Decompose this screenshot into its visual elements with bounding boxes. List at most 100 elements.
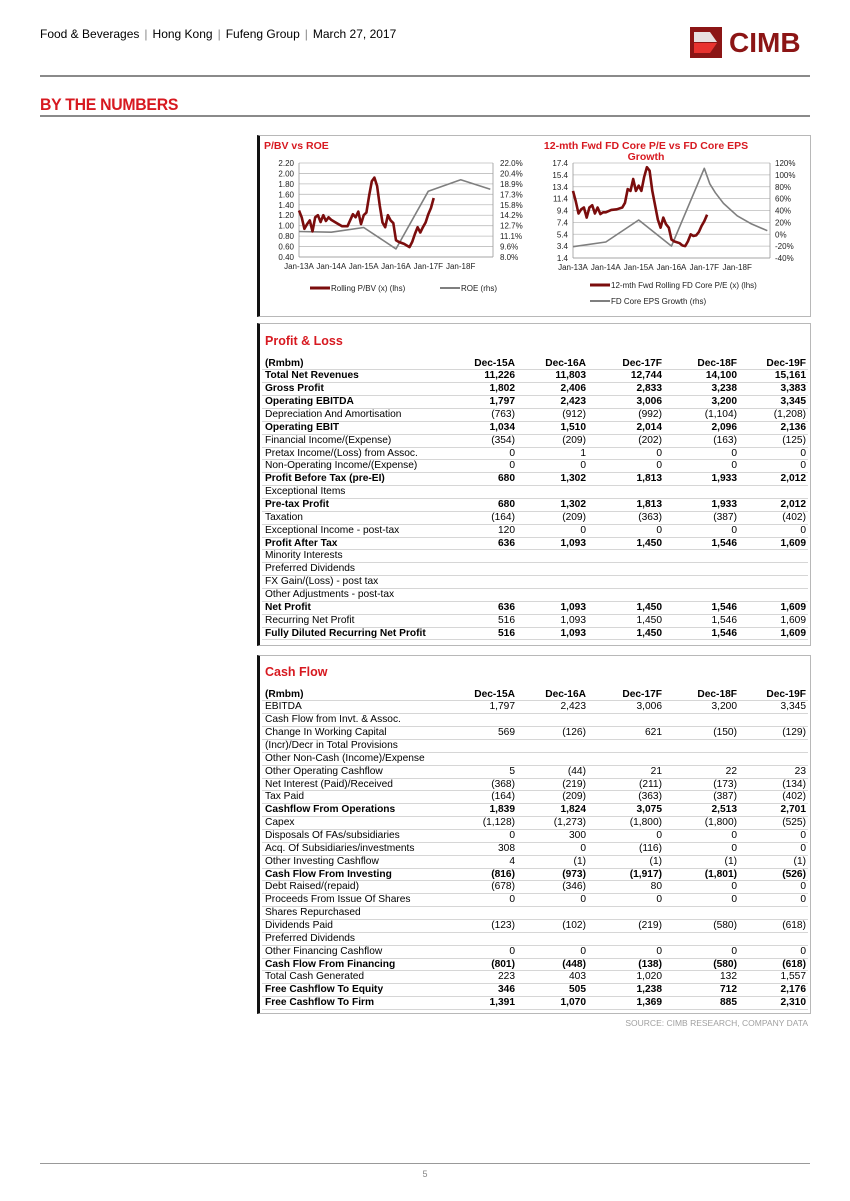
cell-value: (138)	[638, 958, 662, 970]
y-right-tick-label: 15.8%	[500, 201, 523, 210]
cell-value: (1,128)	[482, 817, 515, 829]
cell-value: (402)	[782, 511, 806, 523]
cell-value: 0	[656, 945, 662, 957]
row-label: Operating EBITDA	[265, 396, 354, 408]
cell-value: 403	[569, 971, 586, 983]
row-label: Acq. Of Subsidiaries/investments	[265, 842, 415, 854]
table-header-row: (Rmbm) Dec-15A Dec-16A Dec-17F Dec-18F Dec-19…	[262, 358, 808, 371]
table-row: Net Profit 636 1,093 1,450 1,546 1,609	[262, 602, 808, 615]
y-right-tick-label: 12.7%	[500, 222, 523, 231]
y-right-tick-label: 20.4%	[500, 169, 523, 178]
cell-value: (678)	[491, 881, 515, 893]
cell-value: 1,020	[636, 971, 663, 983]
charts-panel: P/BV vs ROE 12-mth Fwd FD Core P/E vs FD…	[257, 135, 811, 317]
cell-value: 1,609	[780, 627, 807, 639]
cell-value: (1,801)	[704, 868, 737, 880]
row-label: Depreciation And Amortisation	[265, 408, 402, 420]
table-row: Cash Flow From Financing (801) (448) (138) (…	[262, 959, 808, 972]
cell-value: 0	[731, 524, 737, 536]
cell-value: (44)	[567, 765, 586, 777]
x-tick-label: Jan-16A	[657, 263, 687, 272]
cell-value: (618)	[782, 919, 806, 931]
cell-value: 0	[800, 460, 806, 472]
cell-value: (202)	[638, 434, 662, 446]
cell-value: 0	[509, 829, 515, 841]
y-left-tick-label: 1.20	[278, 211, 294, 220]
row-label: Net Profit	[265, 601, 311, 613]
cell-value: 3,200	[711, 396, 738, 408]
cell-value: 1,302	[560, 473, 587, 485]
table-row: Minority Interests	[262, 550, 808, 564]
cell-value: (116)	[638, 842, 662, 854]
y-right-tick-label: 9.6%	[500, 243, 518, 252]
profit-loss-title: Profit & Loss	[265, 334, 343, 348]
cell-value: (163)	[713, 434, 737, 446]
cell-value: 0	[731, 881, 737, 893]
row-label: Exceptional Items	[265, 486, 346, 498]
cell-value: (368)	[491, 778, 515, 790]
row-label: Disposals Of FAs/subsidiaries	[265, 829, 400, 841]
row-label: Cashflow From Operations	[265, 804, 396, 816]
cell-value: (1,208)	[773, 408, 806, 420]
cell-value: 569	[498, 727, 515, 739]
row-label: Exceptional Income - post-tax	[265, 524, 400, 536]
cash-flow-title: Cash Flow	[265, 665, 328, 679]
cell-value: 4	[509, 855, 515, 867]
cell-value: 1,802	[489, 383, 516, 395]
column-header: Dec-15A	[474, 357, 515, 369]
cell-value: (1,800)	[629, 817, 662, 829]
cell-value: 621	[645, 727, 662, 739]
cell-value: 0	[656, 829, 662, 841]
cell-value: (363)	[638, 511, 662, 523]
y-left-tick-label: 1.80	[278, 180, 294, 189]
table-row: Cash Flow From Investing (816) (973) (1,917…	[262, 869, 808, 882]
y-right-tick-label: 100%	[775, 171, 795, 180]
cell-value: 21	[650, 765, 662, 777]
y-right-tick-label: 120%	[775, 159, 795, 168]
legend-label-0: Rolling P/BV (x) (lhs)	[331, 284, 406, 293]
y-left-tick-label: 17.4	[552, 159, 568, 168]
cell-value: (763)	[491, 408, 515, 420]
cell-value: 516	[498, 627, 515, 639]
cell-value: 680	[498, 473, 515, 485]
y-left-tick-label: 0.80	[278, 232, 294, 241]
row-label: Change In Working Capital	[265, 727, 387, 739]
cell-value: 1,933	[711, 473, 738, 485]
cell-value: 1,546	[711, 537, 738, 549]
cell-value: 0	[509, 460, 515, 472]
cell-value: 3,345	[780, 396, 807, 408]
page-number: 5	[422, 1169, 428, 1179]
column-header: Dec-15A	[474, 688, 515, 700]
cell-value: 2,310	[780, 997, 807, 1009]
table-row: Other Non-Cash (Income)/Expense	[262, 753, 808, 766]
table-header-row: (Rmbm) Dec-15A Dec-16A Dec-17F Dec-18F Dec-19…	[262, 689, 808, 702]
row-label: Total Net Revenues	[265, 370, 359, 382]
x-tick-label: Jan-18F	[722, 263, 751, 272]
y-right-tick-label: 8.0%	[500, 253, 518, 262]
row-label: Preferred Dividends	[265, 563, 356, 575]
y-right-tick-label: 40%	[775, 207, 791, 216]
cell-value: 2,012	[780, 473, 807, 485]
cell-value: 0	[580, 894, 586, 906]
cell-value: 14,100	[705, 370, 737, 382]
cell-value: 3,383	[780, 383, 807, 395]
cell-value: 1,609	[780, 601, 807, 613]
cell-value: 2,423	[560, 701, 587, 713]
y-left-tick-label: 9.4	[557, 207, 569, 216]
y-left-tick-label: 11.4	[553, 195, 569, 204]
table-row: Other Adjustments - post-tax	[262, 589, 808, 602]
cell-value: (1,800)	[704, 817, 737, 829]
table-row: Preferred Dividends	[262, 563, 808, 577]
legend-label-1: FD Core EPS Growth (rhs)	[611, 297, 706, 306]
y-right-tick-label: 18.9%	[500, 180, 523, 189]
y-right-tick-label: 20%	[775, 218, 791, 227]
table-row: Tax Paid (164) (209) (363) (387) (402)	[262, 791, 808, 805]
table-row: Other Financing Cashflow 0 0 0 0 0	[262, 946, 808, 959]
y-left-tick-label: 1.40	[278, 201, 294, 210]
table-row: Exceptional Items	[262, 486, 808, 499]
cell-value: 1,391	[489, 997, 516, 1009]
table-row: Financial Income/(Expense) (354) (209) (202…	[262, 435, 808, 448]
cell-value: 0	[731, 894, 737, 906]
cell-value: 2,176	[780, 984, 807, 996]
cell-value: (992)	[638, 408, 662, 420]
